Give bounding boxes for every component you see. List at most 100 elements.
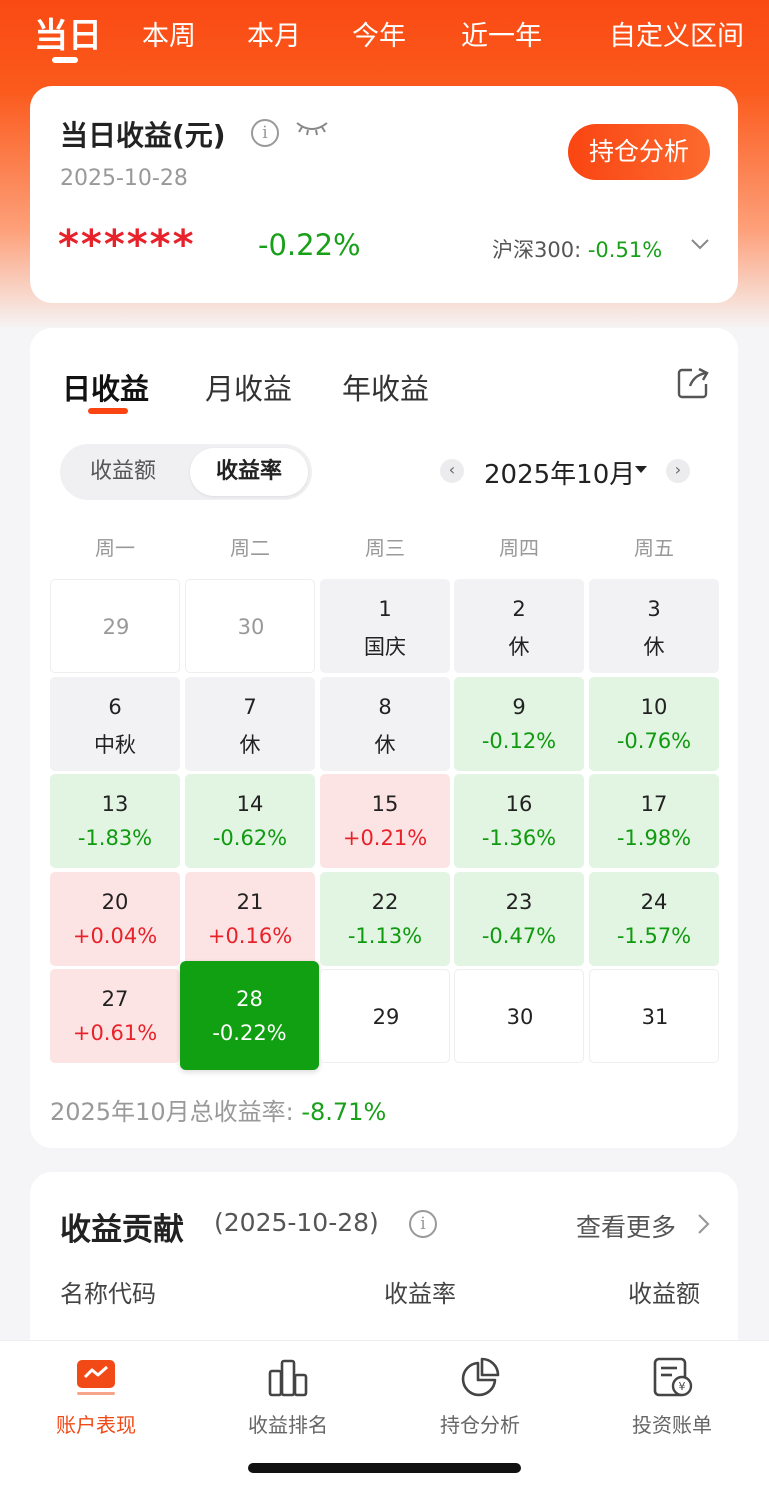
benchmark[interactable]: 沪深300: -0.51% (492, 234, 662, 264)
calendar-day[interactable]: 21 +0.16% (185, 872, 315, 966)
calendar-day[interactable]: 24 -1.57% (589, 872, 719, 966)
daily-summary-card: 当日收益(元) i 2025-10-28 持仓分析 ****** -0.22% … (30, 86, 738, 303)
bar-chart-icon (266, 1355, 310, 1399)
home-indicator (248, 1463, 521, 1473)
tab-this-month[interactable]: 本月 (247, 14, 301, 53)
tab-yearly-returns[interactable]: 年收益 (342, 366, 429, 408)
chevron-down-icon[interactable] (690, 234, 710, 254)
calendar-day[interactable]: 10 -0.76% (589, 677, 719, 771)
column-name-code: 名称代码 (60, 1274, 156, 1309)
calendar-day[interactable]: 23 -0.47% (454, 872, 584, 966)
calendar-day[interactable]: 30 (185, 579, 315, 673)
tab-last-year[interactable]: 近一年 (461, 14, 542, 53)
eye-closed-icon[interactable] (294, 118, 330, 138)
calendar-day[interactable]: 29 (50, 579, 180, 673)
contribution-title: 收益贡献 (60, 1204, 184, 1249)
toggle-rate[interactable]: 收益率 (190, 448, 308, 496)
calendar-day[interactable]: 30 (454, 969, 584, 1063)
contribution-date: (2025-10-28) (214, 1208, 379, 1237)
day-number: 15 (320, 792, 450, 816)
weekday-label: 周二 (185, 532, 315, 561)
calendar-day[interactable]: 20 +0.04% (50, 872, 180, 966)
chevron-right-icon[interactable] (696, 1212, 712, 1236)
pie-chart-icon (458, 1355, 502, 1399)
day-number: 28 (180, 987, 319, 1011)
info-icon[interactable]: i (409, 1210, 437, 1238)
tab-monthly-returns[interactable]: 月收益 (205, 366, 292, 408)
returns-tab-indicator (88, 408, 128, 414)
nav-label: 持仓分析 (410, 1409, 550, 1438)
month-total-label: 2025年10月总收益率: (50, 1098, 294, 1126)
period-tab-indicator (52, 57, 78, 63)
period-tabs: 当日 本周 本月 今年 近一年 自定义区间 (0, 0, 769, 70)
metric-toggle: 收益额 收益率 (60, 444, 312, 500)
day-number: 3 (589, 597, 719, 621)
nav-account-performance[interactable]: 账户表现 (26, 1355, 166, 1438)
summary-date: 2025-10-28 (60, 166, 188, 191)
month-selector[interactable]: 2025年10月 (484, 454, 635, 491)
view-more-link[interactable]: 查看更多 (576, 1208, 676, 1244)
holiday-label: 休 (454, 631, 584, 661)
day-number: 8 (320, 695, 450, 719)
calendar-day[interactable]: 6 中秋 (50, 677, 180, 771)
day-return: -0.76% (589, 729, 719, 753)
benchmark-label: 沪深300: (492, 238, 581, 262)
day-number: 13 (50, 792, 180, 816)
nav-return-ranking[interactable]: 收益排名 (218, 1355, 358, 1438)
calendar-day[interactable]: 1 国庆 (320, 579, 450, 673)
tab-this-week[interactable]: 本周 (142, 14, 196, 53)
day-number: 23 (454, 890, 584, 914)
calendar-day[interactable]: 27 +0.61% (50, 969, 180, 1063)
day-number: 10 (589, 695, 719, 719)
calendar-day[interactable]: 13 -1.83% (50, 774, 180, 868)
next-month-icon[interactable]: › (666, 459, 690, 483)
prev-month-icon[interactable]: ‹ (440, 459, 464, 483)
svg-text:¥: ¥ (679, 1380, 686, 1393)
day-number: 31 (590, 1005, 720, 1029)
day-number: 30 (455, 1005, 585, 1029)
day-number: 7 (185, 695, 315, 719)
weekday-label: 周四 (454, 532, 584, 561)
toggle-amount[interactable]: 收益额 (64, 448, 182, 496)
weekday-label: 周一 (50, 532, 180, 561)
calendar-day[interactable]: 17 -1.98% (589, 774, 719, 868)
nav-position-analysis[interactable]: 持仓分析 (410, 1355, 550, 1438)
day-return: +0.16% (185, 924, 315, 948)
day-number: 30 (186, 615, 316, 639)
calendar-day-selected[interactable]: 28 -0.22% (180, 961, 319, 1070)
nav-label: 收益排名 (218, 1409, 358, 1438)
day-number: 29 (51, 615, 181, 639)
day-return: -0.47% (454, 924, 584, 948)
day-number: 14 (185, 792, 315, 816)
day-return: -1.83% (50, 826, 180, 850)
calendar-day[interactable]: 31 (589, 969, 719, 1063)
day-return: -1.98% (589, 826, 719, 850)
calendar-day[interactable]: 15 +0.21% (320, 774, 450, 868)
holiday-label: 休 (589, 631, 719, 661)
caret-down-icon[interactable] (635, 466, 647, 473)
tab-daily-returns[interactable]: 日收益 (62, 366, 149, 408)
nav-investment-statement[interactable]: ¥ 投资账单 (602, 1355, 742, 1438)
day-number: 24 (589, 890, 719, 914)
chart-line-icon (74, 1355, 118, 1399)
tab-custom-range[interactable]: 自定义区间 (609, 14, 744, 53)
bill-icon: ¥ (650, 1355, 694, 1399)
day-number: 9 (454, 695, 584, 719)
weekday-label: 周三 (320, 532, 450, 561)
calendar-day[interactable]: 22 -1.13% (320, 872, 450, 966)
calendar-day[interactable]: 29 (320, 969, 450, 1063)
day-return: +0.61% (50, 1021, 180, 1045)
share-icon[interactable] (676, 366, 710, 400)
position-analysis-button[interactable]: 持仓分析 (568, 124, 710, 180)
info-icon[interactable]: i (251, 119, 279, 147)
tab-this-year[interactable]: 今年 (352, 14, 406, 53)
calendar-day[interactable]: 16 -1.36% (454, 774, 584, 868)
hidden-amount: ****** (58, 222, 196, 268)
calendar-day[interactable]: 9 -0.12% (454, 677, 584, 771)
calendar-day[interactable]: 14 -0.62% (185, 774, 315, 868)
tab-today[interactable]: 当日 (34, 8, 102, 57)
